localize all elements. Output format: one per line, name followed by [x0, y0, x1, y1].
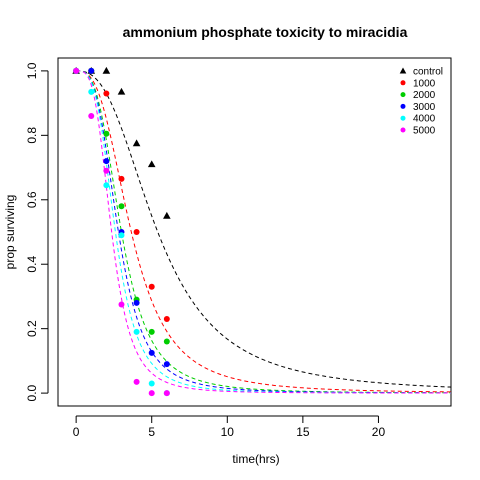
legend-label-4000: 4000 [413, 114, 436, 125]
chart-title: ammonium phosphate toxicity to miracidia [123, 24, 408, 40]
point-2000 [148, 328, 155, 335]
legend-marker-2000 [400, 92, 406, 98]
fitted-curves [76, 70, 452, 394]
data-points [72, 66, 171, 397]
point-2000 [163, 338, 170, 345]
point-control [132, 139, 141, 147]
y-tick-label: 0.0 [25, 384, 39, 401]
legend-label-3000: 3000 [413, 102, 436, 113]
x-axis: 0 5 10 15 20 [73, 415, 386, 439]
point-3000 [133, 299, 140, 306]
x-tick-label: 15 [296, 425, 310, 439]
legend-marker-5000 [400, 127, 406, 133]
x-tick-label: 10 [221, 425, 235, 439]
plot-frame [57, 57, 452, 407]
legend-marker-control [399, 67, 407, 74]
point-3000 [163, 361, 170, 368]
point-5000 [118, 301, 125, 308]
legend-label-2000: 2000 [413, 90, 436, 101]
point-control [163, 211, 171, 219]
y-axis: 0.0 0.2 0.4 0.6 0.8 1.0 [25, 62, 49, 401]
legend-label-1000: 1000 [413, 78, 436, 89]
point-control [117, 87, 126, 95]
point-2000 [118, 203, 125, 210]
fit-curve-control [76, 70, 452, 388]
point-1000 [163, 316, 170, 322]
x-axis-label: time(hrs) [232, 452, 279, 466]
point-1000 [118, 175, 125, 182]
point-1000 [133, 229, 140, 235]
fit-curve-1000 [76, 70, 452, 393]
x-tick-label: 20 [372, 425, 386, 439]
fit-curve-4000 [76, 70, 451, 394]
point-4000 [118, 232, 125, 239]
point-4000 [88, 88, 95, 95]
fit-curve-2000 [76, 70, 452, 394]
point-control [147, 160, 156, 168]
x-tick-label: 5 [148, 425, 155, 439]
point-5000 [103, 167, 110, 174]
legend-label-5000: 5000 [413, 126, 436, 137]
point-1000 [103, 90, 110, 97]
y-tick-label: 0.4 [25, 256, 39, 273]
point-4000 [148, 380, 155, 387]
y-tick-label: 0.8 [25, 127, 39, 144]
legend-marker-3000 [400, 103, 406, 109]
point-2000 [103, 130, 110, 137]
y-axis-label: prop surviving [3, 195, 17, 270]
y-tick-label: 0.6 [25, 191, 39, 208]
point-5000 [133, 378, 140, 385]
x-tick-label: 0 [73, 425, 80, 439]
y-tick-label: 0.2 [25, 320, 39, 337]
point-4000 [103, 182, 110, 189]
point-4000 [133, 328, 140, 335]
fit-curve-5000 [76, 70, 451, 394]
legend-marker-1000 [400, 80, 406, 86]
point-3000 [148, 349, 155, 356]
point-1000 [148, 283, 155, 290]
point-5000 [148, 390, 155, 397]
point-5000 [73, 67, 80, 74]
point-5000 [163, 390, 170, 397]
y-tick-label: 1.0 [25, 62, 39, 79]
point-5000 [88, 113, 95, 119]
point-3000 [88, 67, 95, 74]
legend-marker-4000 [400, 115, 406, 121]
legend-label-control: control [413, 67, 443, 78]
fit-curve-3000 [76, 70, 451, 394]
point-control [102, 66, 111, 74]
point-3000 [103, 158, 110, 165]
